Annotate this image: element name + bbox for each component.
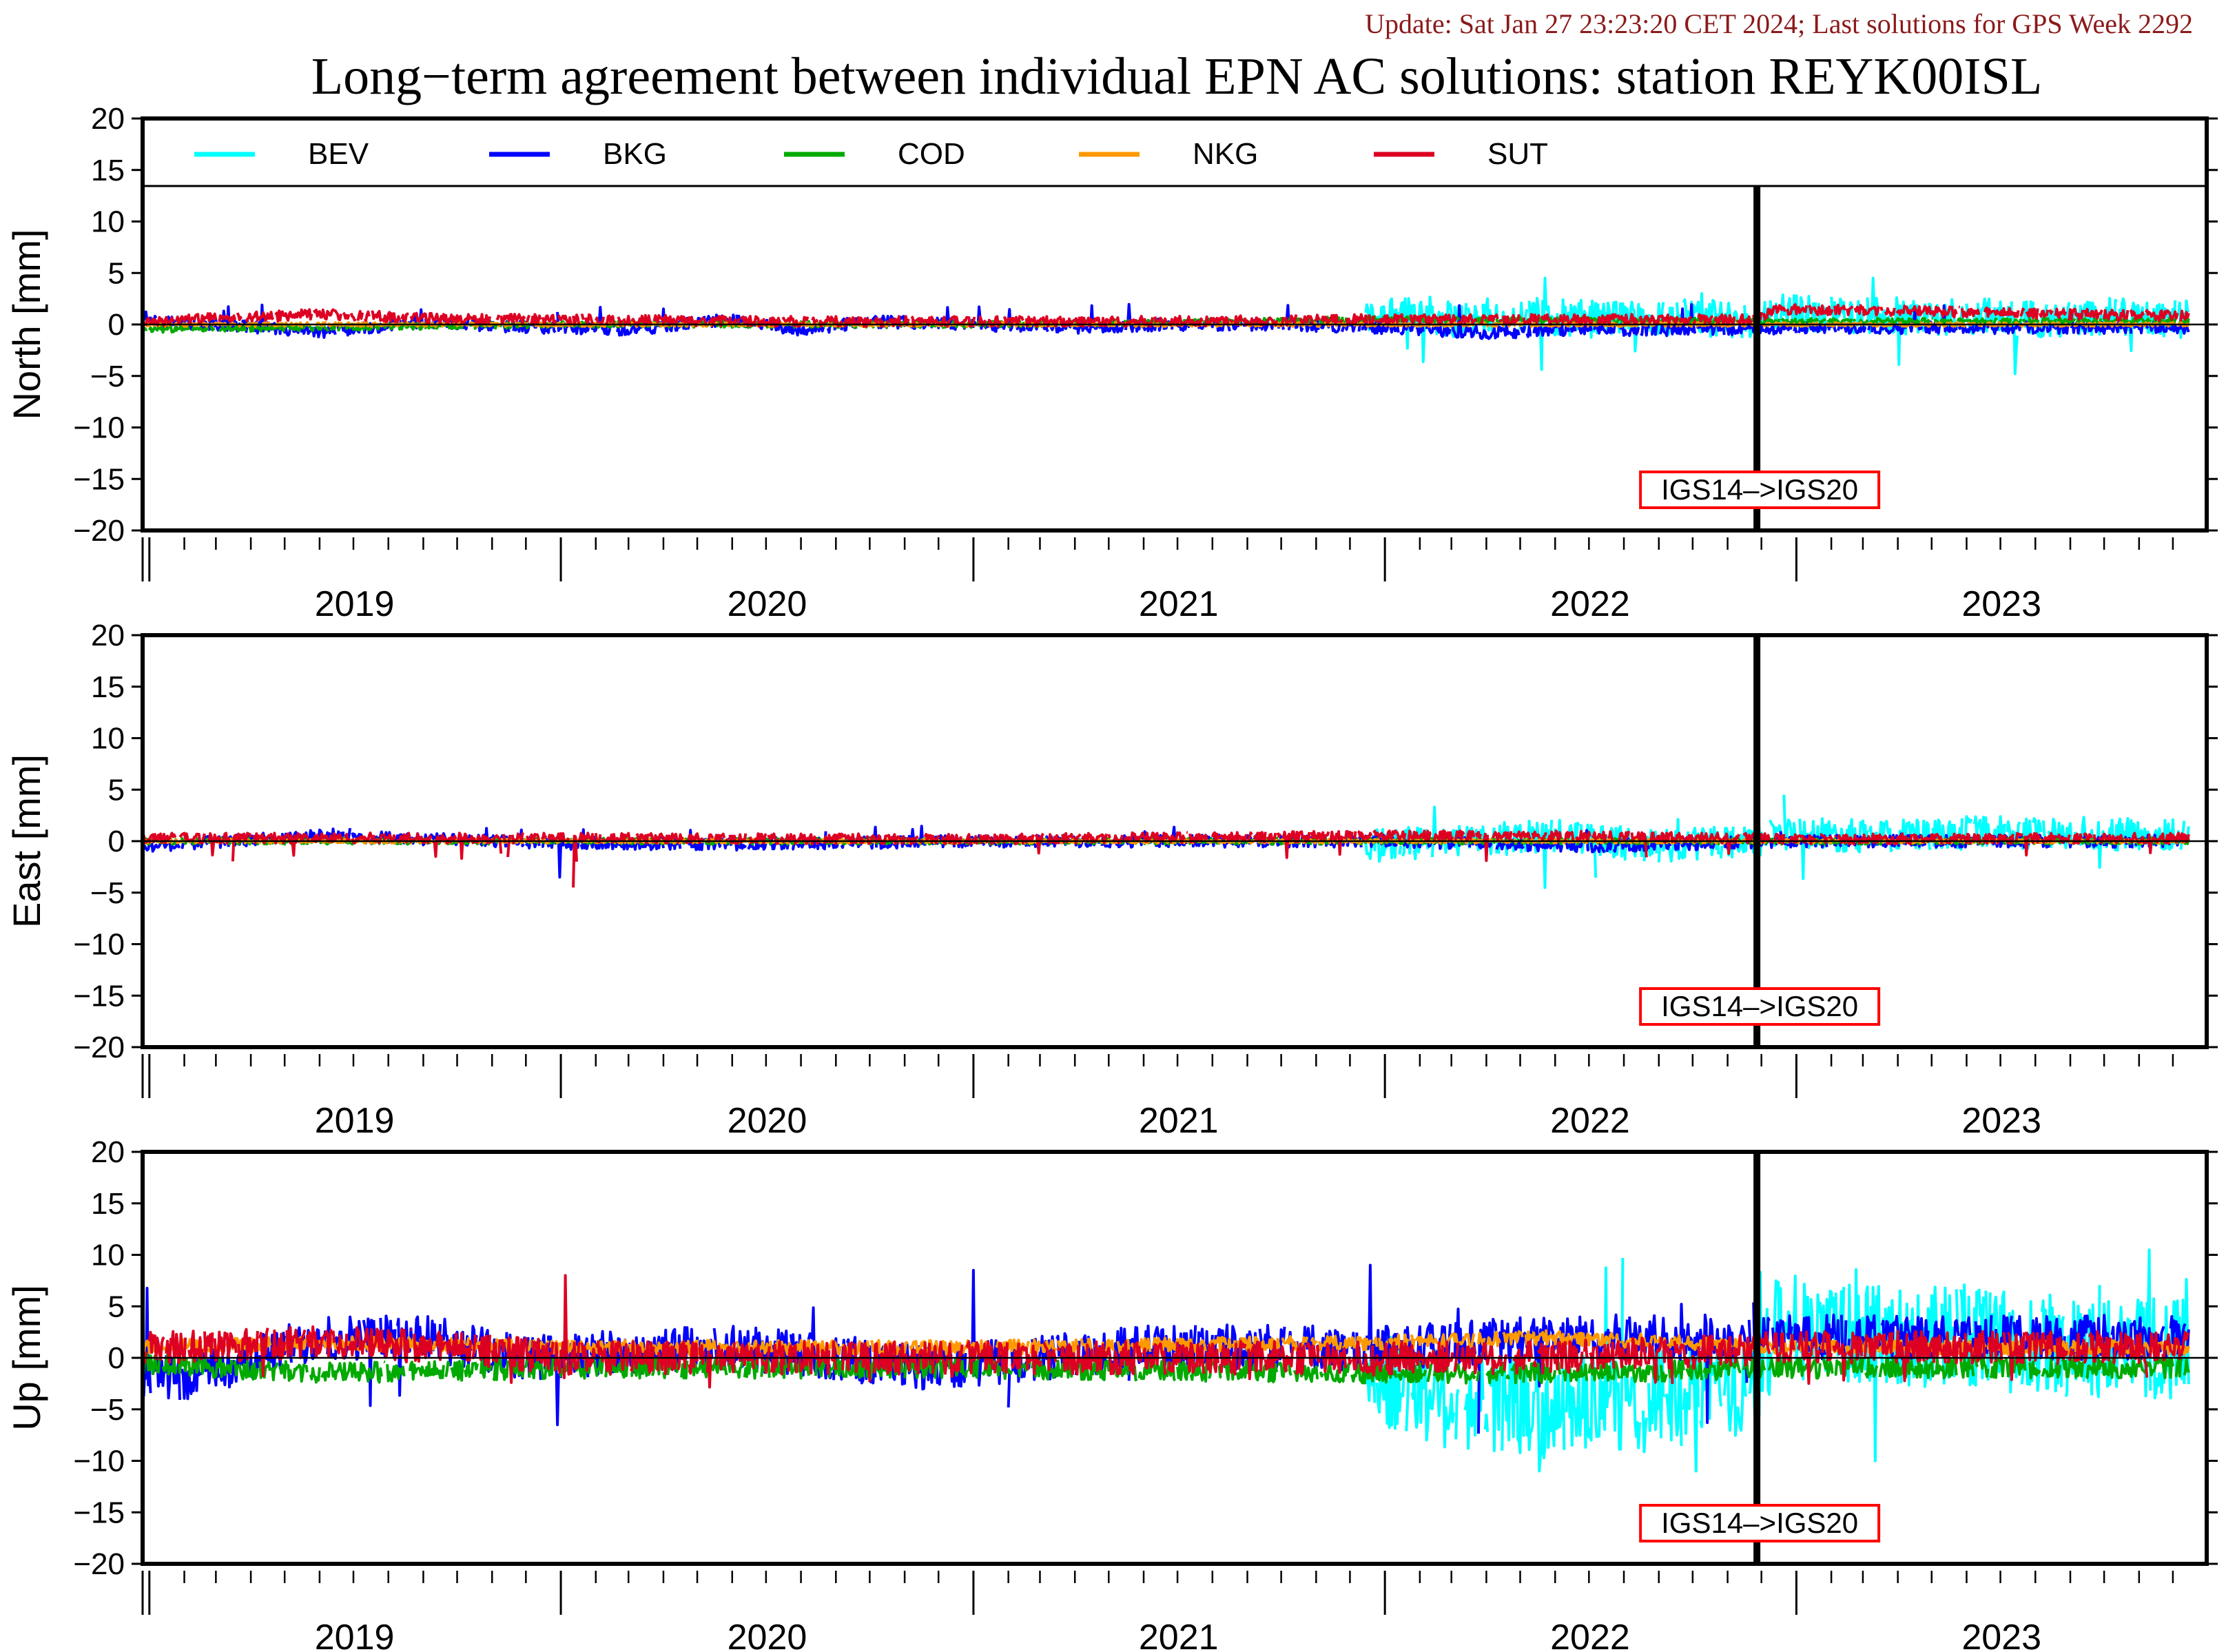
east-series xyxy=(143,794,2207,889)
north-event-label: IGS14–>IGS20 xyxy=(1661,473,1858,506)
east-ytick-label: −20 xyxy=(73,1031,125,1064)
east-ylabel: East [mm] xyxy=(5,754,48,928)
north-xtick-label-2022: 2022 xyxy=(1550,584,1630,624)
up-xtick-label-2023: 2023 xyxy=(1961,1618,2041,1652)
north-series-sut xyxy=(143,303,2190,328)
chart-title: Long−term agreement between individual E… xyxy=(311,48,2043,105)
up-ytick-label: 0 xyxy=(108,1341,125,1375)
north-xtick-label-2019: 2019 xyxy=(315,584,395,624)
legend-label-nkg: NKG xyxy=(1193,137,1258,171)
up-xtick-label-2020: 2020 xyxy=(728,1618,807,1652)
up-ytick-label: −15 xyxy=(73,1496,125,1529)
north-ytick-label: 15 xyxy=(91,154,125,187)
east-xtick-label-2020: 2020 xyxy=(728,1101,807,1141)
legend-label-cod: COD xyxy=(898,137,965,171)
legend-label-bev: BEV xyxy=(308,137,369,171)
north-ytick-label: −15 xyxy=(73,462,125,496)
north-event-box xyxy=(1639,471,1881,509)
panel-east: 20 15 10 5 0 −5 −10 −15 −20 East [mm] 2019 2020 2021… xyxy=(5,619,2218,1141)
north-series xyxy=(143,276,2207,375)
up-series xyxy=(143,1248,2207,1473)
legend-label-bkg: BKG xyxy=(603,137,667,171)
legend-background xyxy=(143,118,2207,186)
panels: BEV BKG COD NKG SUT 20 15 10 5 0 −5 −10 −15 −20 North … xyxy=(5,102,2218,1652)
up-ytick-label: 15 xyxy=(91,1187,125,1221)
east-event-box xyxy=(1639,987,1881,1026)
east-event-label: IGS14–>IGS20 xyxy=(1661,990,1858,1022)
north-ylabel: North [mm] xyxy=(5,229,48,420)
legend: BEV BKG COD NKG SUT xyxy=(194,137,1548,171)
up-series-sut xyxy=(143,1274,2190,1389)
north-xtick-label-2021: 2021 xyxy=(1139,584,1219,624)
east-ytick-label: −5 xyxy=(90,876,125,910)
panel-north: BEV BKG COD NKG SUT 20 15 10 5 0 −5 −10 −15 −20 North … xyxy=(5,102,2218,624)
up-ytick-label: 5 xyxy=(108,1290,125,1323)
up-ylabel: Up [mm] xyxy=(5,1285,48,1431)
north-ytick-label: 5 xyxy=(108,256,125,290)
north-ytick-label: 0 xyxy=(108,308,125,342)
north-ytick-label: −10 xyxy=(73,411,125,445)
panel-up: 20 15 10 5 0 −5 −10 −15 −20 Up [mm] 2019 2020 2021 20… xyxy=(5,1135,2218,1652)
up-event-label: IGS14–>IGS20 xyxy=(1661,1507,1858,1539)
east-ytick-label: 5 xyxy=(108,773,125,807)
up-xtick-label-2022: 2022 xyxy=(1550,1618,1630,1652)
east-ytick-label: −15 xyxy=(73,979,125,1013)
east-ytick-label: −10 xyxy=(73,928,125,962)
east-xtick-label-2023: 2023 xyxy=(1961,1101,2041,1141)
east-xtick-label-2019: 2019 xyxy=(315,1101,395,1141)
east-xtick-label-2022: 2022 xyxy=(1550,1101,1630,1141)
up-ytick-label: 20 xyxy=(91,1135,125,1169)
legend-label-sut: SUT xyxy=(1487,137,1548,171)
north-ytick-label: −5 xyxy=(90,360,125,393)
up-xtick-label-2021: 2021 xyxy=(1139,1618,1219,1652)
update-info: Update: Sat Jan 27 23:23:20 CET 2024; La… xyxy=(1365,8,2193,39)
east-ytick-label: 10 xyxy=(91,722,125,756)
east-xtick-label-2021: 2021 xyxy=(1139,1101,1219,1141)
east-ytick-label: 20 xyxy=(91,619,125,652)
north-ytick-label: 20 xyxy=(91,102,125,136)
up-ytick-label: 10 xyxy=(91,1239,125,1272)
up-xtick-label-2019: 2019 xyxy=(315,1618,395,1652)
north-xtick-label-2020: 2020 xyxy=(728,584,807,624)
east-ytick-label: 15 xyxy=(91,670,125,704)
north-ytick-label: 10 xyxy=(91,205,125,239)
east-ytick-label: 0 xyxy=(108,825,125,858)
north-xtick-label-2023: 2023 xyxy=(1961,584,2041,624)
up-ytick-label: −20 xyxy=(73,1547,125,1581)
up-event-box xyxy=(1639,1504,1881,1542)
north-ytick-label: −20 xyxy=(73,514,125,548)
up-ytick-label: −5 xyxy=(90,1393,125,1427)
up-ytick-label: −10 xyxy=(73,1445,125,1478)
